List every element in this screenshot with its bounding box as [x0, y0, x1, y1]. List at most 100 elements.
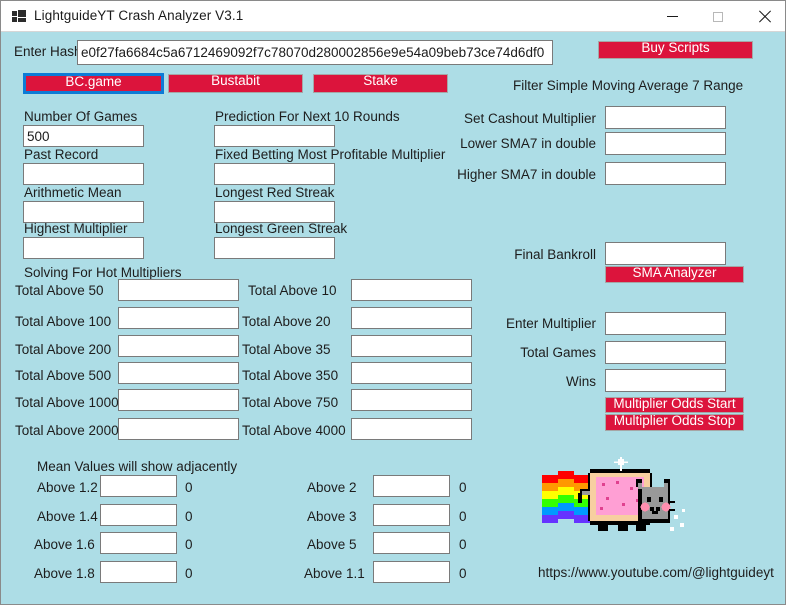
total-above-20-label: Total Above 20: [242, 314, 331, 329]
above-2-input[interactable]: [373, 475, 450, 497]
total-above-50-input[interactable]: [118, 279, 239, 301]
number-of-games-label: Number Of Games: [24, 109, 138, 124]
higher-sma7-label: Higher SMA7 in double: [457, 167, 596, 182]
prediction-label: Prediction For Next 10 Rounds: [215, 109, 400, 124]
total-above-35-input[interactable]: [351, 335, 472, 357]
hash-input[interactable]: [77, 40, 553, 65]
enter-multiplier-input[interactable]: [605, 312, 726, 335]
arithmetic-mean-label: Arithmetic Mean: [24, 185, 122, 200]
above-5-count: 0: [459, 537, 467, 552]
site-button-stake[interactable]: Stake: [313, 74, 448, 93]
above-1-2-input[interactable]: [100, 475, 177, 497]
title-bar: LightguideYT Crash Analyzer V3.1: [1, 1, 785, 32]
enter-multiplier-label: Enter Multiplier: [505, 316, 596, 331]
above-5-input[interactable]: [373, 532, 450, 554]
sma-analyzer-button[interactable]: SMA Analyzer: [605, 266, 744, 283]
past-record-input[interactable]: [23, 163, 144, 185]
site-button-stake-label: Stake: [363, 74, 398, 88]
total-above-100-label: Total Above 100: [15, 314, 112, 329]
set-cashout-label: Set Cashout Multiplier: [463, 111, 596, 126]
total-above-200-input[interactable]: [118, 335, 239, 357]
window-title: LightguideYT Crash Analyzer V3.1: [34, 8, 244, 23]
higher-sma7-input[interactable]: [605, 162, 726, 185]
total-above-2000-input[interactable]: [118, 418, 239, 440]
maximize-icon: [713, 11, 723, 22]
above-3-label: Above 3: [307, 509, 357, 524]
highest-multiplier-label: Highest Multiplier: [24, 221, 128, 236]
highest-multiplier-input[interactable]: [23, 237, 144, 259]
wins-input[interactable]: [605, 369, 726, 392]
prediction-input[interactable]: [214, 125, 335, 147]
multiplier-odds-stop-label: Multiplier Odds Stop: [613, 414, 736, 428]
number-of-games-input[interactable]: [23, 125, 144, 147]
youtube-url[interactable]: https://www.youtube.com/@lightguideyt: [538, 565, 774, 580]
app-icon: [12, 10, 26, 22]
site-button-bcgame[interactable]: BC.game: [23, 73, 164, 94]
buy-scripts-button[interactable]: Buy Scripts: [598, 41, 753, 59]
total-above-4000-input[interactable]: [351, 418, 472, 440]
total-above-500-input[interactable]: [118, 362, 239, 384]
multiplier-odds-start-button[interactable]: Multiplier Odds Start: [605, 397, 744, 413]
final-bankroll-label: Final Bankroll: [514, 247, 596, 262]
fixed-betting-input[interactable]: [214, 163, 335, 185]
total-above-4000-label: Total Above 4000: [242, 423, 346, 438]
total-above-10-label: Total Above 10: [248, 283, 337, 298]
filter-heading: Filter Simple Moving Average 7 Range: [513, 78, 744, 93]
nyan-cat-icon: [542, 457, 686, 531]
total-above-50-label: Total Above 50: [15, 283, 104, 298]
above-1-4-label: Above 1.4: [37, 509, 98, 524]
above-1-8-label: Above 1.8: [34, 566, 95, 581]
above-1-1-count: 0: [459, 566, 467, 581]
site-button-bcgame-label: BC.game: [65, 74, 122, 89]
total-above-1000-label: Total Above 1000: [15, 395, 119, 410]
longest-red-streak-input[interactable]: [214, 201, 335, 223]
total-above-10-input[interactable]: [351, 279, 472, 301]
above-2-label: Above 2: [307, 480, 357, 495]
final-bankroll-input[interactable]: [605, 242, 726, 265]
close-icon: [758, 10, 771, 23]
above-1-1-input[interactable]: [373, 561, 450, 583]
total-above-750-input[interactable]: [351, 389, 472, 411]
above-1-6-input[interactable]: [100, 532, 177, 554]
minimize-button[interactable]: [649, 1, 695, 32]
total-above-500-label: Total Above 500: [15, 368, 112, 383]
above-1-2-label: Above 1.2: [37, 480, 98, 495]
close-button[interactable]: [741, 1, 785, 32]
lower-sma7-input[interactable]: [605, 132, 726, 155]
above-3-input[interactable]: [373, 504, 450, 526]
above-1-8-count: 0: [185, 566, 193, 581]
multiplier-odds-start-label: Multiplier Odds Start: [613, 397, 736, 411]
minimize-icon: [666, 16, 678, 17]
total-above-750-label: Total Above 750: [242, 395, 339, 410]
above-1-4-input[interactable]: [100, 504, 177, 526]
site-button-bustabit-label: Bustabit: [211, 74, 260, 88]
total-above-20-input[interactable]: [351, 307, 472, 329]
total-above-1000-input[interactable]: [118, 389, 239, 411]
total-above-100-input[interactable]: [118, 307, 239, 329]
total-above-2000-label: Total Above 2000: [15, 423, 119, 438]
mean-values-heading: Mean Values will show adjacently: [37, 459, 238, 474]
lower-sma7-label: Lower SMA7 in double: [460, 136, 596, 151]
total-above-350-label: Total Above 350: [242, 368, 339, 383]
fixed-betting-label: Fixed Betting Most Profitable Multiplier: [215, 147, 446, 162]
above-1-2-count: 0: [185, 480, 193, 495]
maximize-button[interactable]: [695, 1, 741, 32]
above-2-count: 0: [459, 480, 467, 495]
site-button-bustabit[interactable]: Bustabit: [168, 74, 303, 93]
total-above-350-input[interactable]: [351, 362, 472, 384]
above-5-label: Above 5: [307, 537, 357, 552]
sma-analyzer-label: SMA Analyzer: [632, 266, 717, 280]
past-record-label: Past Record: [24, 147, 99, 162]
above-1-6-label: Above 1.6: [34, 537, 95, 552]
total-games-input[interactable]: [605, 341, 726, 364]
set-cashout-input[interactable]: [605, 106, 726, 129]
longest-green-streak-input[interactable]: [214, 237, 335, 259]
arithmetic-mean-input[interactable]: [23, 201, 144, 223]
wins-label: Wins: [566, 374, 596, 389]
longest-green-streak-label: Longest Green Streak: [215, 221, 348, 236]
total-above-35-label: Total Above 35: [242, 342, 331, 357]
above-3-count: 0: [459, 509, 467, 524]
multiplier-odds-stop-button[interactable]: Multiplier Odds Stop: [605, 414, 744, 431]
above-1-8-input[interactable]: [100, 561, 177, 583]
